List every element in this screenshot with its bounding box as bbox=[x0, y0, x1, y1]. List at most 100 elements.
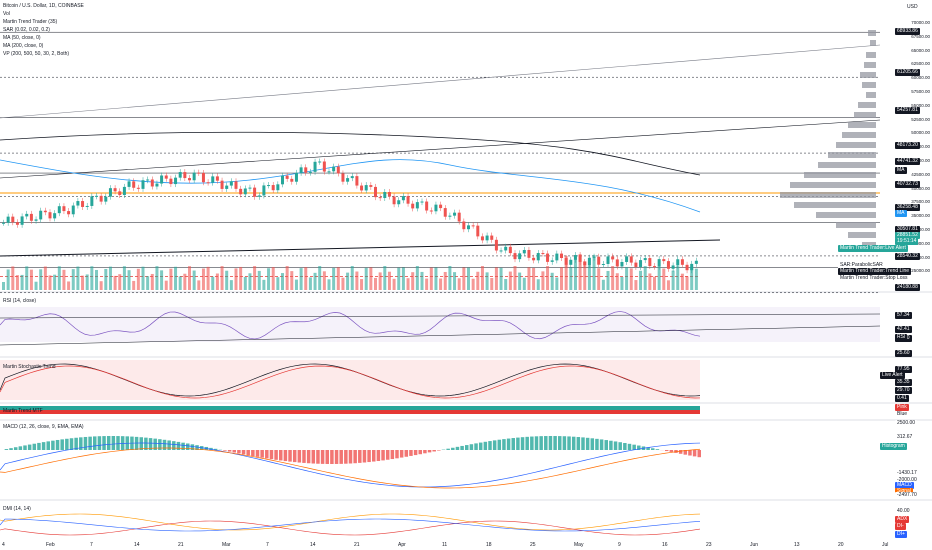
candle bbox=[429, 210, 433, 212]
macd-histogram-bar bbox=[55, 439, 60, 450]
time-axis-label: 9 bbox=[618, 542, 621, 548]
macd-histogram-bar bbox=[102, 436, 106, 450]
volume-bar bbox=[680, 273, 684, 290]
stoch-background bbox=[0, 360, 700, 400]
volume-profile-bar bbox=[868, 30, 876, 36]
candle bbox=[318, 161, 322, 163]
volume-bar bbox=[113, 275, 117, 290]
macd-histogram-bar bbox=[172, 441, 176, 450]
candle bbox=[29, 213, 33, 221]
volume-bar bbox=[694, 268, 698, 290]
price-axis-label: 67500.00 bbox=[911, 33, 930, 39]
time-axis-label: 14 bbox=[310, 542, 316, 548]
volume-bar bbox=[411, 272, 415, 290]
rsi-tag: 42.41 bbox=[895, 326, 912, 333]
macd-histogram-bar bbox=[530, 436, 534, 450]
rsi-title[interactable]: RSI (14, close) bbox=[3, 298, 37, 304]
volume-bar bbox=[215, 273, 219, 290]
legend-vol[interactable]: Vol bbox=[3, 11, 10, 17]
volume-bar bbox=[155, 266, 159, 290]
price-tag: MA bbox=[895, 167, 907, 174]
volume-profile-bar bbox=[866, 52, 876, 58]
mtf-title[interactable]: Martin Trend MTF bbox=[3, 408, 43, 414]
time-axis-label: 23 bbox=[706, 542, 712, 548]
volume-bar bbox=[387, 271, 391, 290]
macd-histogram-bar bbox=[237, 450, 241, 454]
macd-title[interactable]: MACD (12, 26, close, 9, EMA, EMA) bbox=[3, 424, 84, 430]
candle bbox=[569, 259, 573, 265]
macd-histogram-bar bbox=[195, 445, 199, 450]
volume-bar bbox=[15, 275, 19, 290]
mtf-tag-pink: Pink bbox=[895, 404, 909, 411]
volume-bar bbox=[578, 254, 582, 290]
candle bbox=[536, 253, 540, 261]
candle bbox=[332, 166, 336, 172]
legend-sar[interactable]: SAR (0.02, 0.02, 0.2) bbox=[3, 27, 50, 33]
time-axis-label: 7 bbox=[266, 542, 269, 548]
macd-histogram-bar bbox=[469, 444, 474, 450]
candle bbox=[39, 210, 43, 220]
macd-histogram-bar bbox=[683, 450, 688, 455]
candle bbox=[11, 216, 15, 223]
candle bbox=[229, 181, 233, 186]
volume-bar bbox=[653, 276, 656, 290]
volume-bar bbox=[587, 265, 591, 290]
candle bbox=[392, 196, 396, 205]
macd-histogram-bar bbox=[255, 450, 260, 457]
volume-bar bbox=[401, 267, 405, 290]
volume-bar bbox=[615, 273, 619, 290]
time-axis-label: 13 bbox=[794, 542, 800, 548]
macd-tag: Histogram bbox=[880, 443, 907, 450]
candle bbox=[406, 196, 410, 204]
dmi-minus-line bbox=[0, 520, 701, 536]
volume-bar bbox=[99, 281, 103, 290]
macd-histogram-bar bbox=[297, 450, 302, 463]
candle bbox=[457, 212, 461, 222]
dmi-tag: DI- bbox=[895, 523, 906, 530]
legend-volume-profile[interactable]: VP (200, 500, 50, 30, 2, Both) bbox=[3, 51, 70, 57]
volume-profile-bar bbox=[818, 162, 876, 168]
volume-bar bbox=[118, 274, 122, 290]
candle bbox=[188, 178, 191, 181]
macd-histogram-bar bbox=[692, 450, 697, 457]
volume-bar bbox=[555, 277, 559, 290]
volume-bar bbox=[648, 273, 652, 290]
legend-ma200[interactable]: MA (200, close, 0) bbox=[3, 43, 44, 49]
candle bbox=[648, 258, 652, 267]
stoch-title[interactable]: Martin Stochastic Trend bbox=[3, 364, 56, 370]
macd-histogram-bar bbox=[106, 436, 111, 450]
candle bbox=[294, 172, 298, 182]
macd-histogram-bar bbox=[134, 436, 139, 450]
macd-histogram-bar bbox=[376, 450, 381, 461]
volume-bar bbox=[439, 278, 443, 290]
volume-bar bbox=[429, 267, 433, 290]
candle bbox=[146, 179, 150, 181]
macd-histogram-bar bbox=[465, 445, 469, 450]
candle bbox=[680, 259, 684, 265]
candle bbox=[443, 208, 447, 217]
volume-bar bbox=[132, 280, 136, 290]
macd-histogram-bar bbox=[520, 437, 525, 450]
volume-bar bbox=[625, 266, 629, 290]
candle bbox=[234, 181, 238, 189]
macd-histogram-bar bbox=[120, 436, 125, 450]
price-tag: 61205.66 bbox=[895, 69, 920, 76]
dmi-title[interactable]: DMI (14, 14) bbox=[3, 506, 31, 512]
volume-bar bbox=[206, 266, 210, 290]
macd-histogram-bar bbox=[613, 441, 618, 450]
legend-ma50[interactable]: MA (50, close, 0) bbox=[3, 35, 41, 41]
candle bbox=[653, 266, 656, 268]
macd-histogram-bar bbox=[511, 438, 515, 450]
legend-martin-trend-trader[interactable]: Martin Trend Trader (35) bbox=[3, 19, 58, 25]
volume-profile-bar bbox=[864, 62, 876, 68]
volume-bar bbox=[285, 266, 289, 290]
strategy-tag: Martin Trend Trader:Trend Line bbox=[838, 268, 912, 275]
time-axis-label: Feb bbox=[46, 542, 55, 548]
macd-histogram-bar bbox=[251, 450, 255, 457]
volume-bar bbox=[336, 267, 340, 290]
trend-line bbox=[0, 44, 881, 119]
macd-histogram-bar bbox=[246, 450, 250, 456]
volume-bar bbox=[136, 268, 140, 290]
price-tag: 68933.86 bbox=[895, 28, 920, 35]
